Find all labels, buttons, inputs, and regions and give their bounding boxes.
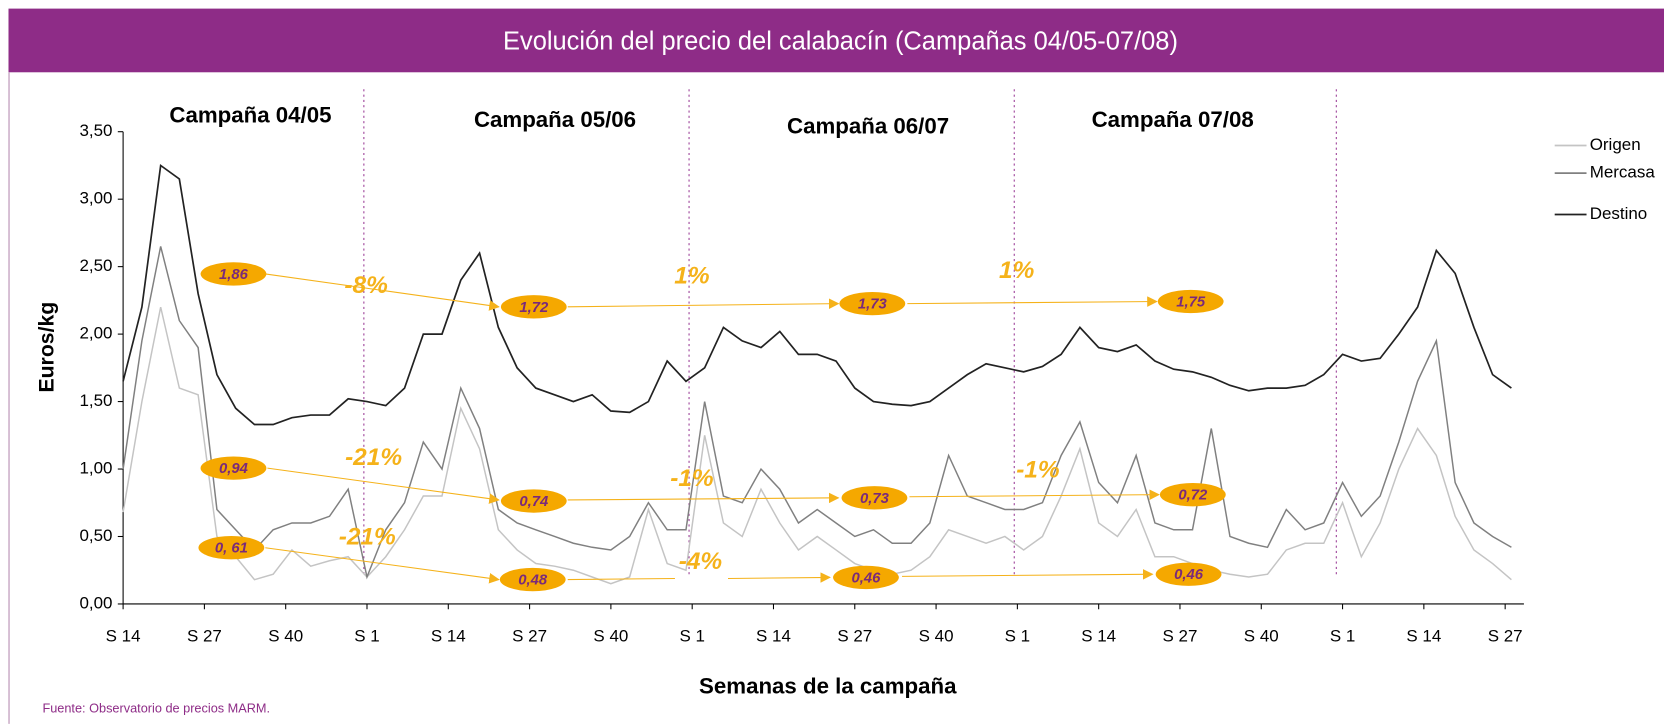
y-axis-label: Euros/kg bbox=[35, 302, 58, 393]
x-tick-label: S 14 bbox=[1081, 626, 1116, 645]
arrow bbox=[909, 489, 1160, 501]
arrow bbox=[265, 273, 500, 311]
price-bubble bbox=[1159, 482, 1226, 507]
x-tick-label: S 40 bbox=[593, 626, 628, 645]
change-label: -8% bbox=[344, 272, 388, 299]
x-tick-label: S 1 bbox=[354, 626, 379, 645]
x-tick-label: S 1 bbox=[1005, 626, 1030, 645]
price-label: 1,75 bbox=[1176, 294, 1206, 310]
y-tick-label: 0,50 bbox=[79, 526, 112, 545]
price-bubble bbox=[839, 291, 906, 316]
price-label: 0,94 bbox=[219, 461, 248, 477]
x-tick-label: S 27 bbox=[1163, 626, 1198, 645]
x-tick-label: S 27 bbox=[1488, 626, 1523, 645]
arrow bbox=[907, 296, 1158, 307]
arrow bbox=[902, 569, 1154, 580]
y-tick-label: 3,00 bbox=[79, 189, 112, 208]
arrow-segment bbox=[567, 577, 675, 581]
price-label: 0,46 bbox=[852, 570, 882, 586]
arrow bbox=[267, 467, 500, 504]
price-label: 1,86 bbox=[219, 267, 249, 283]
x-tick-label: S 27 bbox=[187, 626, 222, 645]
price-label: 0, 61 bbox=[215, 541, 248, 557]
x-tick-label: S 1 bbox=[1330, 626, 1355, 645]
price-bubble bbox=[200, 262, 267, 286]
price-bubble bbox=[1157, 289, 1224, 314]
arrow bbox=[567, 298, 840, 310]
change-label: 1% bbox=[674, 263, 710, 290]
x-tick-label: S 14 bbox=[756, 626, 791, 645]
price-bubble bbox=[500, 295, 567, 319]
change-label: 1% bbox=[999, 257, 1035, 284]
price-label: 0,72 bbox=[1178, 488, 1208, 504]
change-label: -1% bbox=[670, 465, 714, 492]
chart-title: Evolución del precio del calabacín (Camp… bbox=[503, 27, 1178, 55]
price-label: 0,48 bbox=[518, 573, 548, 589]
campaign-label: Campaña 07/08 bbox=[1092, 107, 1254, 132]
price-bubble bbox=[833, 565, 899, 590]
y-tick-label: 2,00 bbox=[79, 324, 112, 343]
series-line bbox=[122, 246, 1512, 580]
x-axis-label: Semanas de la campaña bbox=[699, 674, 957, 699]
x-tick-label: S 40 bbox=[268, 626, 303, 645]
x-tick-label: S 14 bbox=[431, 626, 466, 645]
price-label: 1,72 bbox=[519, 300, 549, 316]
legend-label: Destino bbox=[1590, 204, 1648, 223]
x-tick-label: S 1 bbox=[679, 626, 704, 645]
legend-label: Origen bbox=[1590, 135, 1641, 154]
y-tick-label: 2,50 bbox=[79, 256, 112, 275]
x-tick-label: S 27 bbox=[837, 626, 872, 645]
change-label: -1% bbox=[1016, 457, 1060, 484]
price-label: 0,46 bbox=[1174, 567, 1204, 583]
x-tick-label: S 40 bbox=[1244, 626, 1279, 645]
price-bubble bbox=[500, 489, 567, 513]
y-tick-label: 3,50 bbox=[79, 121, 112, 140]
series-line bbox=[122, 163, 1512, 426]
x-tick-label: S 14 bbox=[106, 626, 141, 645]
price-bubble bbox=[198, 536, 265, 560]
arrow bbox=[727, 572, 831, 583]
campaign-label: Campaña 05/06 bbox=[474, 107, 636, 132]
price-bubble bbox=[841, 486, 908, 510]
price-bubble bbox=[1155, 562, 1222, 586]
price-label: 0,74 bbox=[519, 494, 548, 510]
campaign-label: Campaña 04/05 bbox=[169, 103, 331, 128]
arrow bbox=[567, 492, 840, 504]
price-label: 1,73 bbox=[858, 297, 888, 313]
title-banner bbox=[8, 8, 1664, 73]
y-tick-label: 1,50 bbox=[79, 391, 112, 410]
change-label: -4% bbox=[679, 548, 723, 575]
y-tick-label: 1,00 bbox=[79, 459, 112, 478]
price-bubble bbox=[200, 456, 267, 480]
arrow bbox=[265, 547, 500, 584]
y-tick-label: 0,00 bbox=[79, 593, 112, 612]
legend-label: Mercasa bbox=[1590, 163, 1656, 182]
x-tick-label: S 14 bbox=[1406, 626, 1441, 645]
series-line bbox=[122, 306, 1512, 585]
x-tick-label: S 27 bbox=[512, 626, 547, 645]
x-tick-label: S 40 bbox=[919, 626, 954, 645]
price-bubble bbox=[499, 567, 566, 592]
change-label: -21% bbox=[345, 444, 402, 471]
campaign-label: Campaña 06/07 bbox=[787, 113, 949, 138]
price-label: 0,73 bbox=[860, 491, 890, 507]
source: Fuente: Observatorio de precios MARM. bbox=[42, 700, 270, 715]
change-label: -21% bbox=[339, 524, 396, 551]
